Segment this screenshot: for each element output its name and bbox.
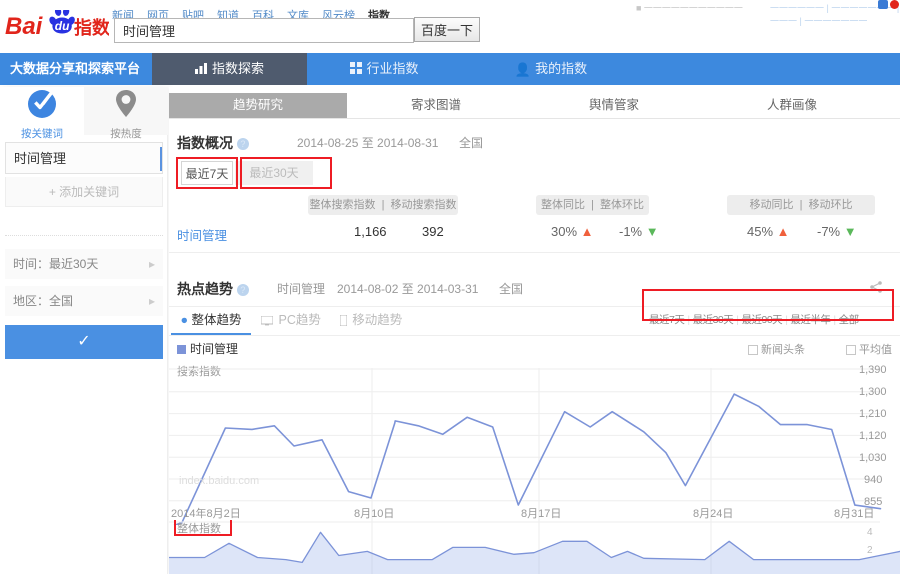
svg-text:Bai: Bai: [5, 13, 44, 40]
svg-text:指数: 指数: [74, 17, 109, 38]
svg-text:du: du: [55, 19, 70, 33]
